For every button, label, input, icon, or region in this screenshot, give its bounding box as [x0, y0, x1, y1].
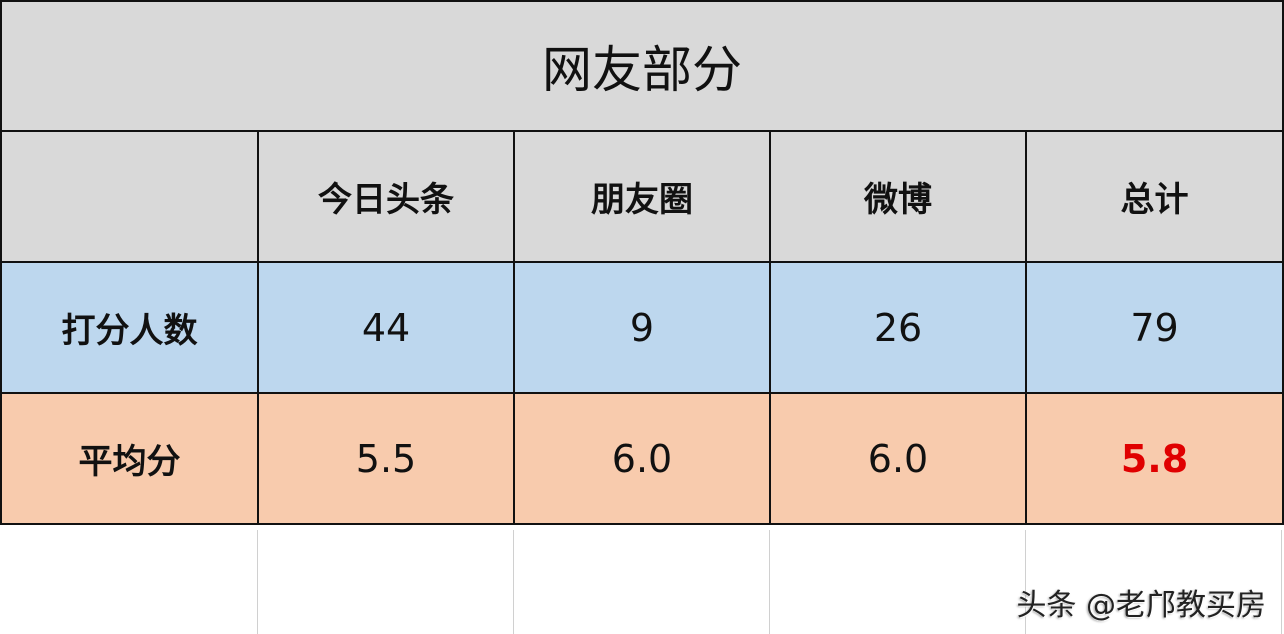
- grid-line: [513, 530, 514, 634]
- header-moments: 朋友圈: [513, 130, 771, 263]
- header-weibo: 微博: [769, 130, 1027, 263]
- header-toutiao: 今日头条: [257, 130, 515, 263]
- cell: 6.0: [513, 392, 771, 525]
- watermark: 头条 @老邝教买房: [1016, 588, 1266, 623]
- grid-line: [1025, 530, 1026, 634]
- table-title: 网友部分: [0, 0, 1284, 132]
- cell: 44: [257, 261, 515, 394]
- header-empty: [0, 130, 259, 263]
- row-label: 平均分: [0, 392, 259, 525]
- grid-line: [769, 530, 770, 634]
- cell: 6.0: [769, 392, 1027, 525]
- cell: 5.5: [257, 392, 515, 525]
- row-label: 打分人数: [0, 261, 259, 394]
- total-average-cell: 5.8: [1024, 392, 1284, 525]
- title-row: 网友部分: [0, 0, 1284, 132]
- grid-line: [1281, 530, 1282, 634]
- table-row: 打分人数 44 9 26 79: [0, 261, 1284, 394]
- rating-table: 网友部分 今日头条 朋友圈 微博 总计 打分人数 44 9 26 79 平均分 …: [0, 0, 1284, 525]
- table-row: 平均分 5.5 6.0 6.0 5.8: [0, 392, 1284, 525]
- grid-line: [257, 530, 258, 634]
- header-total: 总计: [1024, 130, 1284, 263]
- header-row: 今日头条 朋友圈 微博 总计: [0, 130, 1284, 263]
- cell: 79: [1024, 261, 1284, 394]
- empty-grid-area: [0, 530, 1282, 634]
- cell: 26: [769, 261, 1027, 394]
- cell: 9: [513, 261, 771, 394]
